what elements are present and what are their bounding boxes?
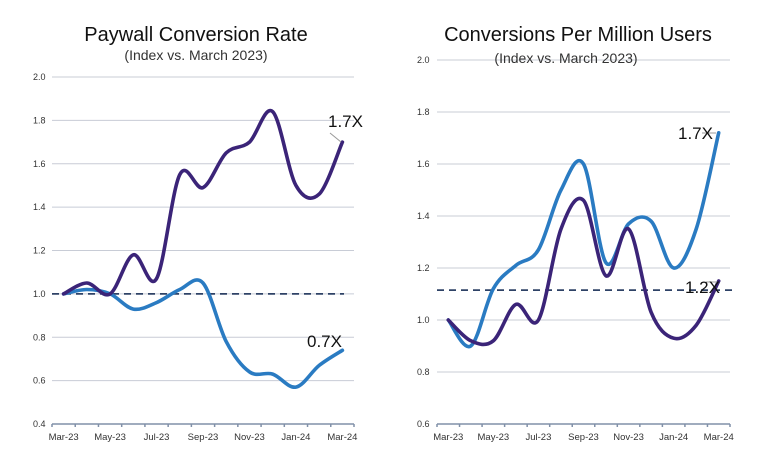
chart-title: Conversions Per Million Users <box>444 24 712 46</box>
y-tick-label: 1.0 <box>417 315 430 325</box>
x-tick-label: May-23 <box>478 432 510 443</box>
y-tick-label: 1.4 <box>33 202 46 212</box>
x-axis: Mar-23 May-23 Jul-23 Sep-23 Nov-23 Jan-24 Mar-… <box>433 423 734 443</box>
y-tick-label: 1.8 <box>417 107 430 117</box>
y-tick-label: 1.2 <box>417 263 430 273</box>
x-tick-label: Nov-23 <box>234 432 265 443</box>
annotations: 1.7X 1.2X <box>678 124 720 297</box>
y-tick-label: 2.0 <box>33 72 46 82</box>
y-tick-label: 2.0 <box>417 55 430 65</box>
y-tick-label: 0.4 <box>33 419 46 429</box>
end-value-label: 0.7X <box>307 332 342 351</box>
x-tick-label: Jul-23 <box>525 432 551 443</box>
y-tick-label: 0.8 <box>33 332 46 342</box>
y-tick-label: 1.6 <box>417 159 430 169</box>
y-tick-label: 1.8 <box>33 115 46 125</box>
series-line-purple <box>61 108 345 297</box>
series-line-blue <box>446 131 721 349</box>
x-tick-label: Sep-23 <box>188 432 219 443</box>
x-tick-label: Mar-23 <box>49 432 79 443</box>
annotations: 1.7X 0.7X <box>307 112 363 351</box>
series-lines <box>446 131 721 349</box>
series-lines <box>61 108 345 389</box>
chart-subtitle: (Index vs. March 2023) <box>124 47 267 63</box>
y-tick-label: 0.8 <box>417 367 430 377</box>
y-tick-label: 1.6 <box>33 159 46 169</box>
y-tick-label: 1.2 <box>33 246 46 256</box>
x-tick-label: Sep-23 <box>568 432 599 443</box>
x-tick-label: Mar-24 <box>704 432 734 443</box>
x-tick-label: Jul-23 <box>144 432 170 443</box>
y-tick-label: 0.6 <box>33 376 46 386</box>
x-tick-label: Nov-23 <box>613 432 644 443</box>
annotation-leader-line <box>329 132 342 143</box>
chart-subtitle: (Index vs. March 2023) <box>494 50 637 66</box>
y-tick-label: 1.4 <box>417 211 430 221</box>
y-tick-label: 0.6 <box>417 419 430 429</box>
conversions-per-million-chart: Conversions Per Million Users (Index vs.… <box>417 24 734 443</box>
y-axis-ticks: 0.4 0.6 0.8 1.0 1.2 1.4 1.6 1.8 2.0 <box>33 72 46 429</box>
end-value-label: 1.2X <box>685 278 720 297</box>
x-tick-label: Mar-23 <box>433 432 463 443</box>
chart-title: Paywall Conversion Rate <box>84 24 307 46</box>
gridlines <box>437 59 730 373</box>
y-tick-label: 1.0 <box>33 289 46 299</box>
end-value-label: 1.7X <box>328 112 363 131</box>
y-axis-ticks: 0.6 0.8 1.0 1.2 1.4 1.6 1.8 2.0 <box>417 55 430 429</box>
paywall-conversion-chart: Paywall Conversion Rate (Index vs. March… <box>33 24 363 443</box>
series-line-purple <box>446 196 721 347</box>
end-value-label: 1.7X <box>678 124 713 143</box>
x-tick-label: May-23 <box>94 432 126 443</box>
x-axis: Mar-23 May-23 Jul-23 Sep-23 Nov-23 Jan-24 Mar-… <box>49 423 357 443</box>
x-tick-label: Jan-24 <box>281 432 310 443</box>
x-tick-label: Jan-24 <box>659 432 688 443</box>
x-tick-label: Mar-24 <box>327 432 357 443</box>
